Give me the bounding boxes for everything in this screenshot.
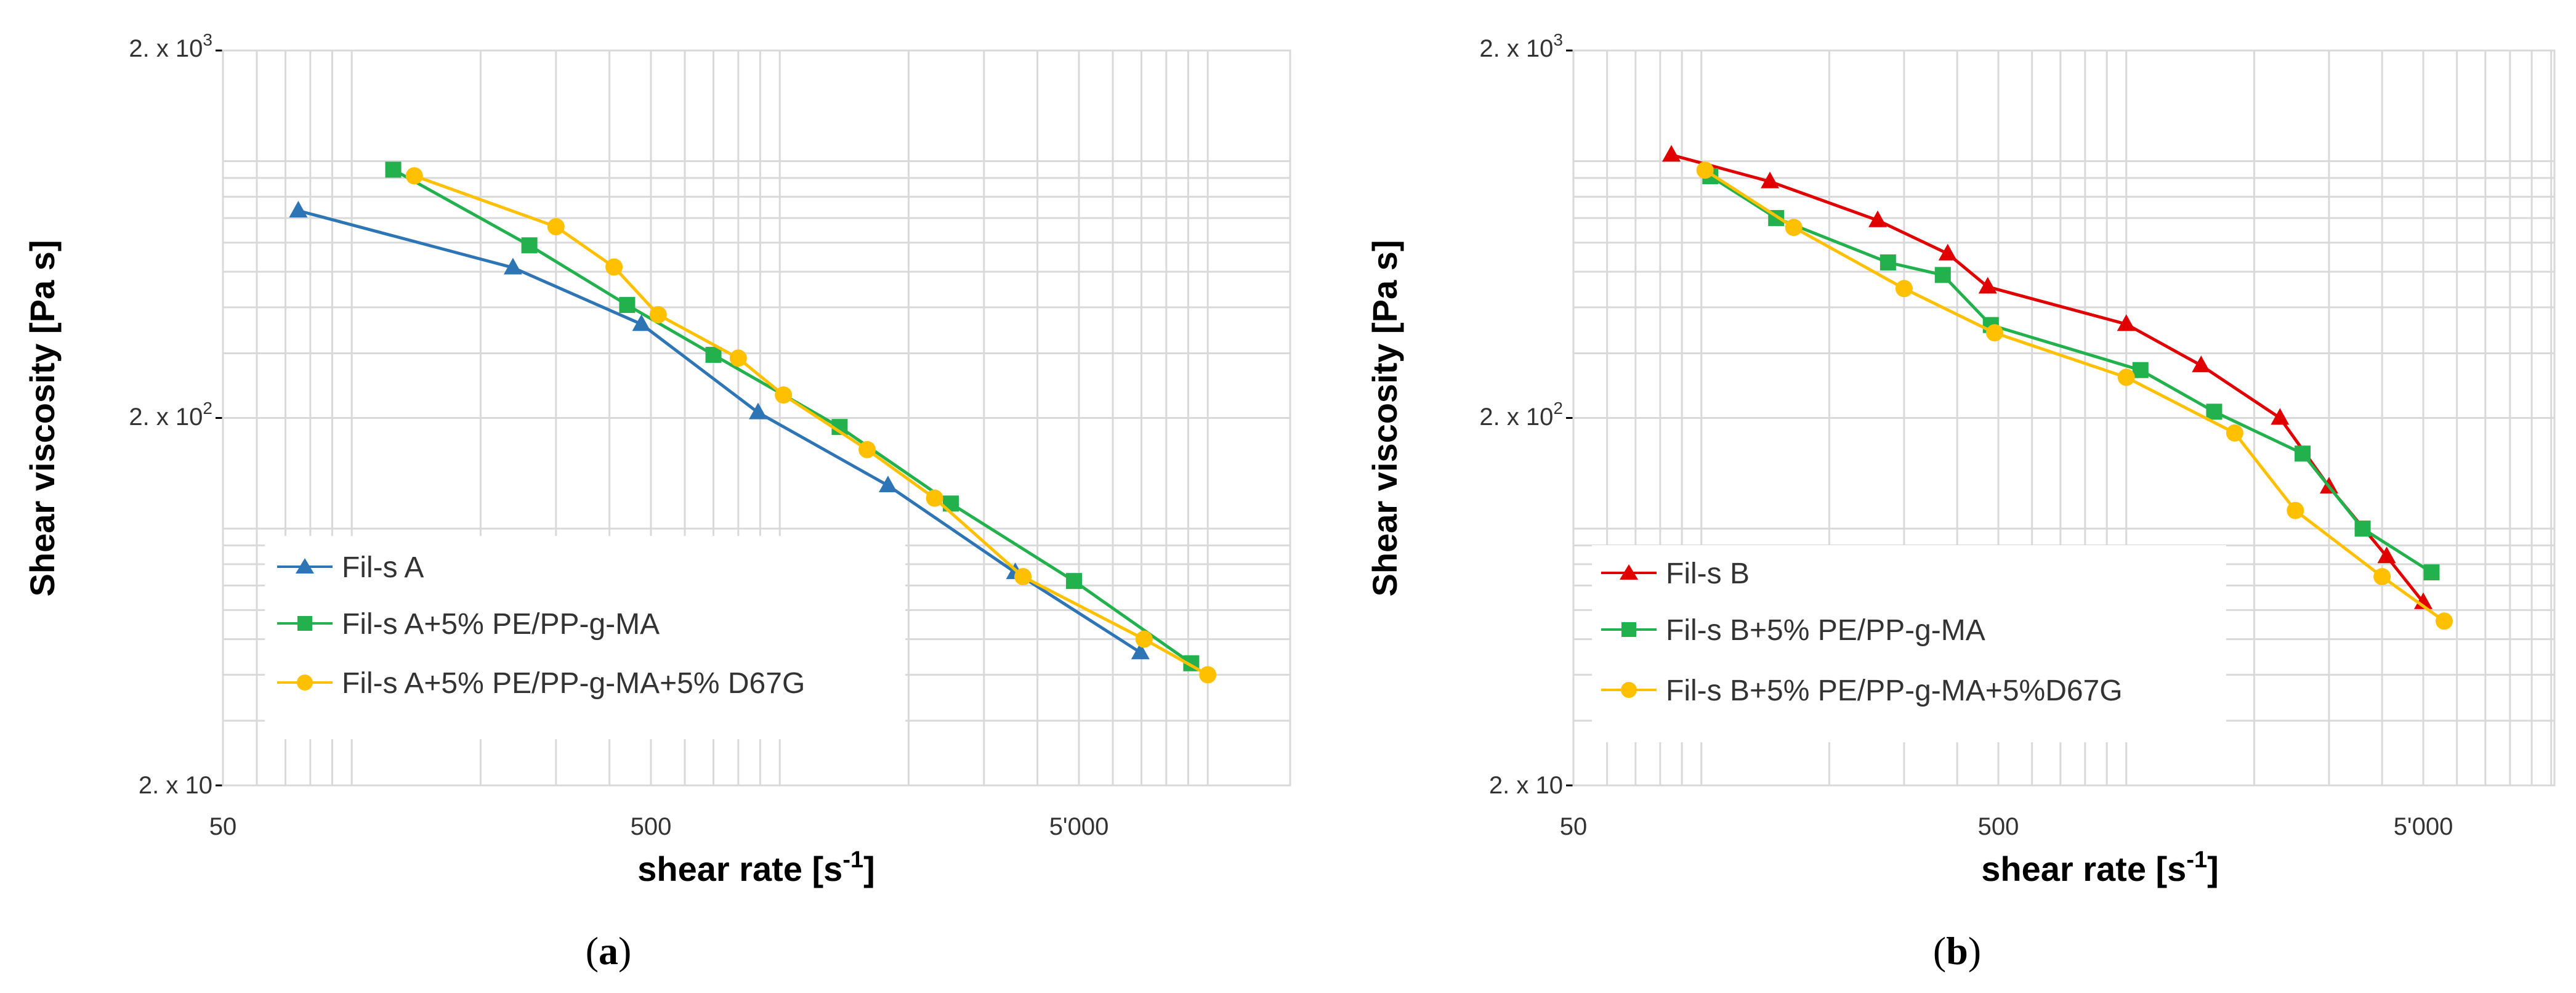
legend-entry-fil-s-b-pe-pp-d67g: Fil-s B+5% PE/PP-g-MA+5%D67G [1601,675,2123,707]
legend-box-a [265,536,905,739]
y-tick-label-20: 2. x 10 [1489,772,1563,799]
data-point-fil-s-a-5-pe-pp-g-ma [521,237,538,254]
legend-entry-fil-s-b: Fil-s B [1601,557,1750,590]
legend-b: Fil-s B Fil-s B+5% PE/PP-g-MA Fil-s B+5%… [1592,545,2226,742]
data-point-fil-s-b-5-pe-pp-g-ma-5-d67g [1985,324,2003,342]
data-point-fil-s-b-5-pe-pp-g-ma-5-d67g [2117,368,2135,386]
data-point-fil-s-b-5-pe-pp-g-ma [2206,403,2223,420]
data-point-fil-s-a [632,314,651,331]
data-point-fil-s-a [1131,642,1150,660]
y-tick-label-2000: 2. x 103 [129,30,212,62]
y-tick-label-20: 2. x 10 [139,772,212,799]
y-tick-label-2000: 2. x 103 [1479,30,1563,62]
data-point-fil-s-b-5-pe-pp-g-ma [2132,362,2149,378]
data-point-fil-s-a-5-pe-pp-g-ma-5-d67g [1135,630,1153,648]
data-point-fil-s-b [2271,408,2290,425]
legend-box-b [1592,545,2226,742]
data-point-fil-s-b [1868,210,1888,227]
data-point-fil-s-b [1978,277,1997,294]
data-point-fil-s-b-5-pe-pp-g-ma-5-d67g [1895,280,1913,298]
panel-caption-b: (b) [1933,929,1981,973]
legend-label-fil-s-a-pe-pp-d67g: Fil-s A+5% PE/PP-g-MA+5% D67G [342,667,805,700]
chart-panel-b: 2. x 103 2. x 102 2. x 10 50 500 5'000 s… [1365,30,2556,973]
data-point-fil-s-a-5-pe-pp-g-ma-5-d67g [547,218,565,236]
x-axis-title-a: shear rate [s-1] [637,847,875,888]
data-point-fil-s-b-5-pe-pp-g-ma-5-d67g [2287,501,2304,519]
x-tick-label-500: 500 [631,813,672,840]
data-point-fil-s-b-5-pe-pp-g-ma [2354,521,2371,537]
legend-entry-fil-s-a: Fil-s A [277,551,424,584]
data-point-fil-s-a [289,201,308,218]
data-point-fil-s-a [878,476,897,493]
data-point-fil-s-b-5-pe-pp-g-ma-5-d67g [2226,424,2243,442]
data-point-fil-s-a-5-pe-pp-g-ma-5-d67g [605,258,623,276]
data-point-fil-s-b [1938,243,1957,261]
data-point-fil-s-b [2414,592,2433,609]
data-point-fil-s-a-5-pe-pp-g-ma [705,347,722,363]
data-point-fil-s-b [1761,171,1780,188]
panel-caption-a: (a) [586,929,632,973]
data-point-fil-s-b [2117,314,2136,331]
x-tick-label-500: 500 [1978,813,2019,840]
data-point-fil-s-a-5-pe-pp-g-ma-5-d67g [858,440,876,458]
data-point-fil-s-a-5-pe-pp-g-ma-5-d67g [1199,666,1217,684]
x-axis-title-b: shear rate [s-1] [1981,847,2219,888]
series-layer-a [289,161,1217,684]
legend-label-fil-s-a-pe-pp: Fil-s A+5% PE/PP-g-MA [342,608,660,641]
data-point-fil-s-b [2192,355,2211,373]
legend-label-fil-s-b-pe-pp: Fil-s B+5% PE/PP-g-MA [1666,614,1985,647]
data-point-fil-s-b-5-pe-pp-g-ma-5-d67g [2373,568,2391,586]
data-point-fil-s-b-5-pe-pp-g-ma [1880,254,1896,271]
data-point-fil-s-a-5-pe-pp-g-ma [385,161,402,178]
data-point-fil-s-a-5-pe-pp-g-ma-5-d67g [926,489,943,507]
data-point-fil-s-a-5-pe-pp-g-ma-5-d67g [729,349,747,367]
legend-label-fil-s-b: Fil-s B [1666,557,1750,590]
square-marker-icon [1621,622,1636,637]
data-point-fil-s-b-5-pe-pp-g-ma-5-d67g [2435,612,2453,630]
y-axis-title-b: Shear viscosity [Pa s] [1365,240,1404,597]
data-point-fil-s-b-5-pe-pp-g-ma [1934,267,1951,283]
x-tick-label-50: 50 [1560,813,1588,840]
data-point-fil-s-b-5-pe-pp-g-ma [2295,445,2311,462]
y-tick-label-200: 2. x 102 [129,399,212,431]
x-tick-label-5000: 5'000 [1049,813,1109,840]
triangle-marker-icon [1620,564,1638,580]
x-tick-label-50: 50 [209,813,237,840]
legend-entry-fil-s-a-pe-pp: Fil-s A+5% PE/PP-g-MA [277,608,660,641]
triangle-marker-icon [296,558,314,574]
x-tick-label-5000: 5'000 [2394,813,2453,840]
data-point-fil-s-a-5-pe-pp-g-ma [1066,573,1083,590]
y-axis-title-a: Shear viscosity [Pa s] [23,240,62,597]
legend-entry-fil-s-b-pe-pp: Fil-s B+5% PE/PP-g-MA [1601,614,1985,647]
square-marker-icon [297,616,312,631]
legend-a: Fil-s A Fil-s A+5% PE/PP-g-MA Fil-s A+5%… [265,536,905,739]
data-point-fil-s-a [749,402,768,419]
data-point-fil-s-a-5-pe-pp-g-ma-5-d67g [649,306,667,323]
data-point-fil-s-b-5-pe-pp-g-ma-5-d67g [1785,219,1803,237]
chart-panel-a: 2. x 103 2. x 102 2. x 10 50 500 5'000 s… [23,30,1291,973]
circle-marker-icon [297,675,313,691]
data-point-fil-s-b-5-pe-pp-g-ma [2423,564,2440,581]
data-point-fil-s-a-5-pe-pp-g-ma-5-d67g [775,386,793,404]
series-line-fil-s-b-5-pe-pp-g-ma [1709,174,2433,574]
data-point-fil-s-a-5-pe-pp-g-ma-5-d67g [1014,568,1032,586]
circle-marker-icon [1621,682,1637,698]
data-point-fil-s-b-5-pe-pp-g-ma-5-d67g [1696,161,1714,179]
data-point-fil-s-b [1662,145,1681,162]
data-point-fil-s-a [503,257,522,275]
data-point-fil-s-b [2377,546,2396,564]
legend-label-fil-s-a: Fil-s A [342,551,424,584]
plot-area-b [1572,49,2556,787]
y-tick-label-200: 2. x 102 [1479,399,1563,431]
series-layer-b [1662,145,2453,630]
plot-area-a [222,49,1291,787]
data-point-fil-s-a-5-pe-pp-g-ma-5-d67g [405,167,423,185]
legend-label-fil-s-b-pe-pp-d67g: Fil-s B+5% PE/PP-g-MA+5%D67G [1666,675,2123,707]
legend-entry-fil-s-a-pe-pp-d67g: Fil-s A+5% PE/PP-g-MA+5% D67G [277,667,805,700]
data-point-fil-s-a-5-pe-pp-g-ma [619,297,636,314]
